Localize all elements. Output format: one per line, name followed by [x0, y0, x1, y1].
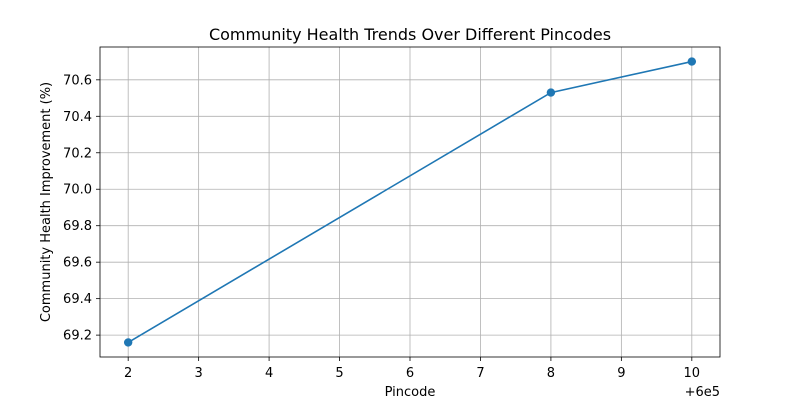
x-axis-offset-label: +6e5 — [685, 385, 720, 400]
y-axis: 69.2 69.4 69.6 69.8 70.0 70.2 70.4 70.6 — [63, 73, 100, 344]
x-tick-label: 8 — [547, 366, 555, 381]
y-tick-label: 70.2 — [63, 146, 92, 161]
y-tick-label: 70.6 — [63, 73, 92, 88]
x-tick-label: 7 — [476, 366, 484, 381]
x-tick-label: 2 — [124, 366, 132, 381]
y-tick-label: 69.4 — [63, 292, 92, 307]
y-tick-label: 69.8 — [63, 219, 92, 234]
grid-lines — [100, 47, 720, 357]
data-point — [123, 338, 133, 347]
x-axis-label: Pincode — [385, 385, 436, 400]
x-tick-label: 10 — [684, 366, 701, 381]
chart-title: Community Health Trends Over Different P… — [209, 25, 611, 44]
x-tick-label: 3 — [194, 366, 202, 381]
x-tick-label: 5 — [335, 366, 343, 381]
y-tick-label: 69.6 — [63, 256, 92, 271]
data-point — [687, 57, 697, 66]
x-tick-label: 9 — [617, 366, 625, 381]
y-axis-label: Community Health Improvement (%) — [39, 82, 54, 322]
y-tick-label: 69.2 — [63, 329, 92, 344]
x-axis: 2 3 4 5 6 7 8 9 10 — [124, 357, 700, 381]
data-point — [546, 88, 556, 97]
x-tick-label: 6 — [406, 366, 414, 381]
x-tick-label: 4 — [265, 366, 273, 381]
series-layer — [123, 57, 697, 347]
y-tick-label: 70.0 — [63, 183, 92, 198]
y-tick-label: 70.4 — [63, 110, 92, 125]
